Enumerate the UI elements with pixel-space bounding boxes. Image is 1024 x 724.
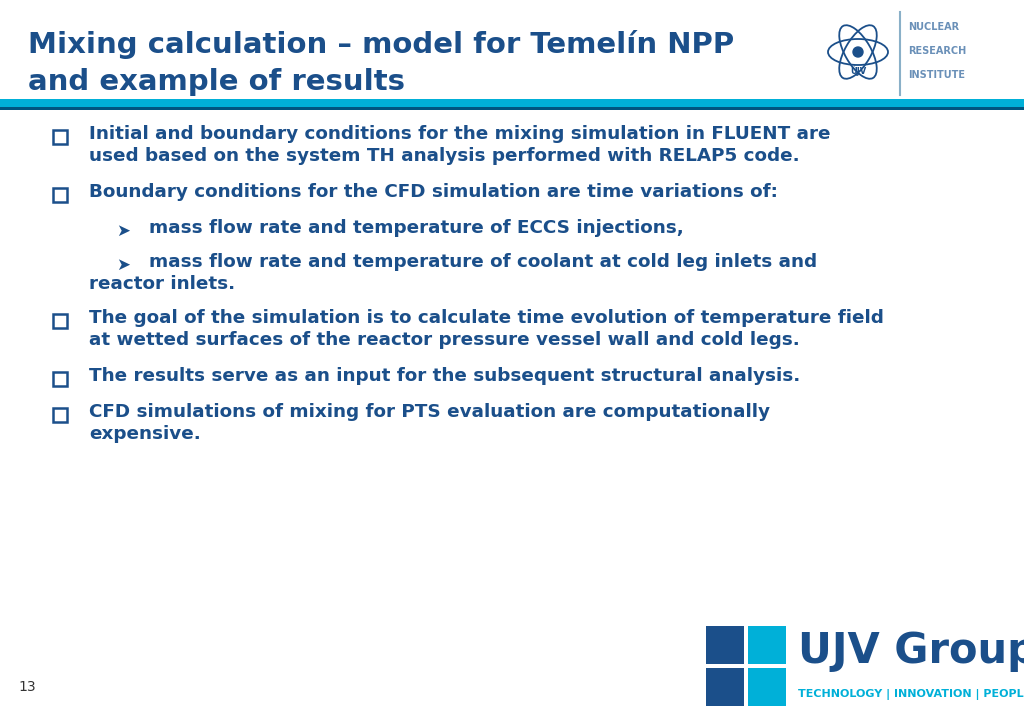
Text: reactor inlets.: reactor inlets.: [89, 275, 236, 293]
Text: expensive.: expensive.: [89, 425, 201, 443]
Text: The goal of the simulation is to calculate time evolution of temperature field: The goal of the simulation is to calcula…: [89, 309, 884, 327]
Text: Boundary conditions for the CFD simulation are time variations of:: Boundary conditions for the CFD simulati…: [89, 183, 778, 201]
Text: and example of results: and example of results: [28, 68, 406, 96]
Text: mass flow rate and temperature of coolant at cold leg inlets and: mass flow rate and temperature of coolan…: [150, 253, 817, 272]
Bar: [53, 188, 67, 202]
Text: mass flow rate and temperature of ECCS injections,: mass flow rate and temperature of ECCS i…: [150, 219, 684, 237]
Bar: [748, 668, 786, 706]
Text: at wetted surfaces of the reactor pressure vessel wall and cold legs.: at wetted surfaces of the reactor pressu…: [89, 331, 800, 349]
Text: ➤: ➤: [116, 256, 130, 274]
Text: 13: 13: [18, 680, 36, 694]
Circle shape: [853, 47, 863, 57]
Text: Mixing calculation – model for Temelín NPP: Mixing calculation – model for Temelín N…: [28, 30, 734, 59]
Bar: [53, 372, 67, 386]
Text: RESEARCH: RESEARCH: [908, 46, 967, 56]
Text: The results serve as an input for the subsequent structural analysis.: The results serve as an input for the su…: [89, 367, 800, 385]
Text: used based on the system TH analysis performed with RELAP5 code.: used based on the system TH analysis per…: [89, 147, 800, 165]
Bar: [706, 668, 744, 706]
Text: Initial and boundary conditions for the mixing simulation in FLUENT are: Initial and boundary conditions for the …: [89, 125, 830, 143]
Text: TECHNOLOGY | INNOVATION | PEOPLE: TECHNOLOGY | INNOVATION | PEOPLE: [798, 689, 1024, 700]
Text: INSTITUTE: INSTITUTE: [908, 70, 965, 80]
Bar: [53, 130, 67, 144]
Bar: [0, 99, 1024, 107]
Text: ➤: ➤: [116, 222, 130, 240]
Text: CFD simulations of mixing for PTS evaluation are computationally: CFD simulations of mixing for PTS evalua…: [89, 403, 770, 421]
Bar: [0, 107, 1024, 110]
Text: ÚJV: ÚJV: [850, 66, 866, 77]
Bar: [53, 408, 67, 422]
Bar: [748, 626, 786, 664]
Text: NUCLEAR: NUCLEAR: [908, 22, 959, 32]
Bar: [53, 314, 67, 328]
Text: UJV Group: UJV Group: [798, 630, 1024, 672]
Bar: [706, 626, 744, 664]
